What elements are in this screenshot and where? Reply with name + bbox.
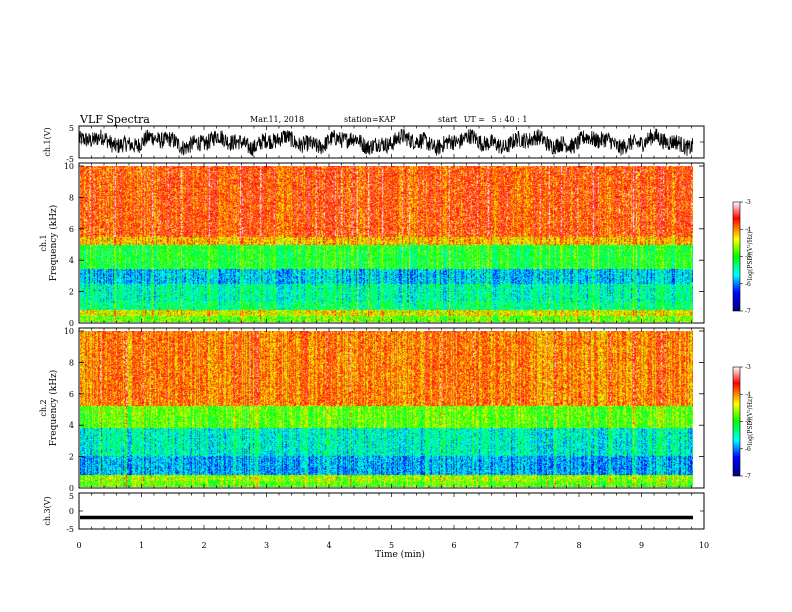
chart-title: VLF Spectra <box>80 113 150 126</box>
start-time-value: 5 : 40 : 1 <box>491 115 528 124</box>
colorbar-tick-label: -5 <box>745 419 751 426</box>
ch1-freq-tick-labels: 0 2 4 6 8 10 <box>64 162 74 328</box>
start-prefix: start <box>438 115 458 124</box>
ch2-spec-freq-tick-label: 8 <box>69 358 74 367</box>
time-tick-label: 3 <box>264 541 269 550</box>
ut-prefix: UT = <box>463 115 486 124</box>
ch1-ytick-top: 5 <box>69 124 74 133</box>
ch2-spec-ticks <box>78 328 705 489</box>
ch2-spec-freq-tick-label: 6 <box>69 390 74 399</box>
start-time-label: start UT = 5 : 40 : 1 <box>438 115 531 124</box>
colorbar-tick-label: -5 <box>745 254 751 261</box>
time-tick-label: 1 <box>139 541 144 550</box>
ch1-spec-freq-tick-label: 8 <box>69 193 74 202</box>
ch1-spec-ticks <box>78 163 705 324</box>
ch1-spec-freq-tick-label: 0 <box>69 319 74 328</box>
ch2-colorbar-label: log(PSD)(V²/Hz) <box>747 397 754 446</box>
time-tick-label: 0 <box>76 541 81 550</box>
ch3-ylabel: ch.3(V) <box>43 496 52 525</box>
time-tick-label: 5 <box>389 541 394 550</box>
ch1-spec-freq-tick-label: 4 <box>69 256 74 265</box>
ch2-spec-ylabel-freq: Frequency (kHz) <box>48 370 59 447</box>
station-prefix: station= <box>344 115 379 124</box>
ch1-ticks <box>78 125 705 159</box>
time-tick-label: 7 <box>514 541 519 550</box>
ch1-spec-freq-tick-label: 2 <box>69 288 74 297</box>
ch1-ytick-bottom: -5 <box>66 155 74 164</box>
ch2-spec-freq-tick-label: 10 <box>64 327 74 336</box>
ch1-panel: 5 -5 ch.1(V) <box>43 124 705 164</box>
ch2-colorbar <box>732 366 741 477</box>
ch2-spec-freq-tick-label: 0 <box>69 484 74 493</box>
colorbar-tick-label: -6 <box>745 446 751 453</box>
ch2-freq-tick-labels: 0 2 4 6 8 10 <box>64 327 74 493</box>
colorbar-tick-label: -7 <box>745 308 751 315</box>
time-tick-label: 6 <box>451 541 456 550</box>
date-label: Mar.11, 2018 <box>250 115 305 124</box>
colorbar-tick-label: -4 <box>745 391 751 398</box>
time-tick-label: 8 <box>576 541 581 550</box>
colorbar-tick-label: -6 <box>745 281 751 288</box>
time-tick-label: 9 <box>639 541 644 550</box>
colorbar-tick-label: -3 <box>745 199 751 206</box>
ch1-ylabel: ch.1(V) <box>43 127 52 156</box>
time-axis-label: Time (min) <box>375 549 425 560</box>
ch1-spectrogram-image <box>80 166 693 322</box>
ch3-frame <box>78 492 705 530</box>
station-label: station=KAP <box>344 115 395 124</box>
ch1-colorbar-label: log(PSD)(V²/Hz) <box>747 232 754 281</box>
ch3-ytick-top: 5 <box>69 492 74 501</box>
station-value: KAP <box>378 115 396 124</box>
ch2-spec-ylabel-channel: ch.2 <box>39 399 48 416</box>
ch2-spec-freq-tick-label: 2 <box>69 453 74 462</box>
time-tick-label: 2 <box>201 541 206 550</box>
colorbar-tick-label: -7 <box>745 473 751 480</box>
ch1-colorbar <box>732 201 741 312</box>
time-tick-label: 10 <box>699 541 709 550</box>
ch3-ticks <box>78 492 705 530</box>
ch3-panel: 5 0 -5 ch.3(V) 0 1 2 3 4 5 6 7 8 9 10 Time (min) <box>43 492 709 560</box>
ch2-spectrogram-image <box>80 331 693 487</box>
ch1-spec-ylabel-channel: ch.1 <box>39 234 48 251</box>
colorbar-tick-label: -3 <box>745 364 751 371</box>
ch1-colorbar-ticks: -3 -4 -5 -6 -7 <box>740 199 751 315</box>
ch1-waveform-trace <box>78 128 694 157</box>
ch1-spec-freq-tick-label: 6 <box>69 225 74 234</box>
ch1-spec-ylabel-freq: Frequency (kHz) <box>48 205 59 282</box>
ch1-spec-freq-tick-label: 10 <box>64 162 74 171</box>
ch2-colorbar-ticks: -3 -4 -5 -6 -7 <box>740 364 751 480</box>
ch3-ytick-bottom: -5 <box>66 525 74 534</box>
colorbar-tick-label: -4 <box>745 226 751 233</box>
time-tick-label: 4 <box>326 541 331 550</box>
time-axis-tick-labels: 0 1 2 3 4 5 6 7 8 9 10 <box>76 541 709 550</box>
ch2-spec-freq-tick-label: 4 <box>69 421 74 430</box>
ch3-ytick-mid: 0 <box>69 507 74 516</box>
